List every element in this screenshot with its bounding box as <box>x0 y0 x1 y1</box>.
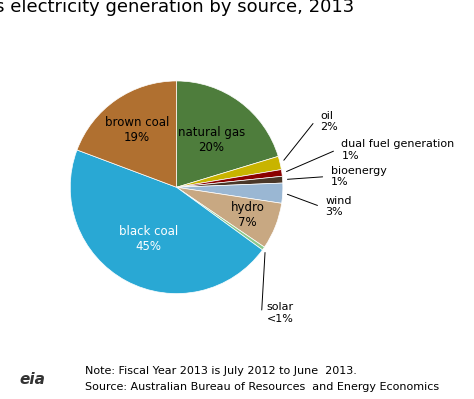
Text: solar
<1%: solar <1% <box>267 302 294 324</box>
Text: Source: Australian Bureau of Resources  and Energy Economics: Source: Australian Bureau of Resources a… <box>85 382 439 392</box>
Wedge shape <box>176 170 283 187</box>
Text: hydro
7%: hydro 7% <box>231 201 264 229</box>
Wedge shape <box>176 187 264 250</box>
Wedge shape <box>176 176 283 187</box>
Text: dual fuel generation
1%: dual fuel generation 1% <box>341 139 455 161</box>
Wedge shape <box>176 183 283 203</box>
Text: bioenergy
1%: bioenergy 1% <box>331 166 387 188</box>
Text: natural gas
20%: natural gas 20% <box>178 126 245 154</box>
Text: black coal
45%: black coal 45% <box>119 225 178 253</box>
Wedge shape <box>176 156 282 187</box>
Wedge shape <box>176 187 282 247</box>
Text: brown coal
19%: brown coal 19% <box>105 117 169 144</box>
Wedge shape <box>176 81 278 187</box>
Wedge shape <box>77 81 176 187</box>
Text: Note: Fiscal Year 2013 is July 2012 to June  2013.: Note: Fiscal Year 2013 is July 2012 to J… <box>85 366 357 376</box>
Text: eia: eia <box>19 371 45 387</box>
Wedge shape <box>70 150 263 294</box>
Text: Australia's electricity generation by source, 2013: Australia's electricity generation by so… <box>0 0 354 16</box>
Text: oil
2%: oil 2% <box>320 111 338 132</box>
Text: wind
3%: wind 3% <box>325 196 352 217</box>
